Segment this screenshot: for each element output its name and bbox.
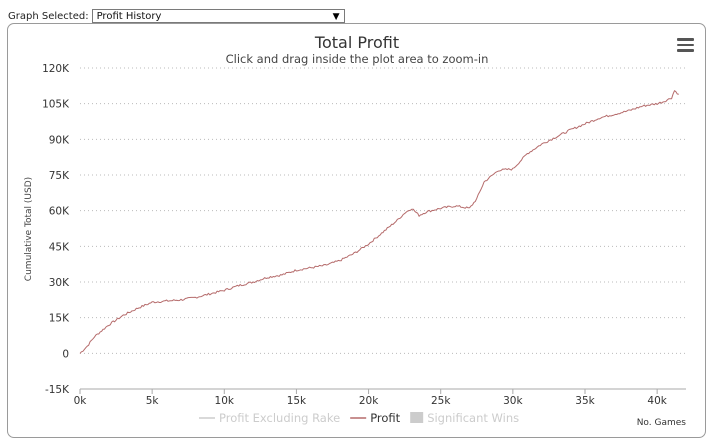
y-tick-label: 0 xyxy=(62,348,69,360)
legend-label: Significant Wins xyxy=(427,411,519,425)
chevron-down-icon: ▼ xyxy=(332,12,340,22)
hamburger-menu-icon[interactable] xyxy=(677,38,694,52)
series-group xyxy=(79,90,679,354)
graph-select-dropdown[interactable]: Profit History ▼ xyxy=(91,9,345,23)
menu-line xyxy=(677,43,694,46)
y-axis-label: Cumulative Total (USD) xyxy=(24,177,34,281)
graph-select-value: Profit History xyxy=(96,11,162,22)
legend-item[interactable]: Profit Excluding Rake xyxy=(199,411,340,425)
y-axis-ticks: -15K 0 15K 30K 45K 60K 75K 90K 105K 120K xyxy=(42,63,70,396)
y-tick-label: 105K xyxy=(42,99,70,111)
chart-panel xyxy=(7,23,706,438)
y-tick-label: 75K xyxy=(49,170,70,182)
x-tick-label: 40k xyxy=(647,395,667,407)
legend-item[interactable]: Significant Wins xyxy=(410,411,519,425)
x-tick-label: 10k xyxy=(215,395,235,407)
chart-subtitle: Click and drag inside the plot area to z… xyxy=(226,52,489,66)
grid-lines xyxy=(80,67,686,354)
y-tick-label: 90K xyxy=(49,134,70,146)
legend-label: Profit xyxy=(370,411,400,425)
y-tick-label: 60K xyxy=(49,206,70,218)
y-tick-label: 120K xyxy=(42,63,70,75)
y-tick-label: -15K xyxy=(45,384,70,396)
graph-selector-bar: Graph Selected: Profit History ▼ xyxy=(8,8,345,24)
series-line-profit xyxy=(79,90,679,354)
legend-label: Profit Excluding Rake xyxy=(219,411,340,425)
y-tick-label: 15K xyxy=(49,313,70,325)
legend-symbol xyxy=(410,412,424,423)
x-axis: 0k 5k 10k 15k 20k 25k 30k 35k 40k xyxy=(74,388,686,407)
y-tick-label: 45K xyxy=(49,241,70,253)
legend: Profit Excluding Rake Profit Significant W… xyxy=(199,411,519,425)
chart-title: Total Profit xyxy=(314,33,399,52)
x-tick-label: 25k xyxy=(431,395,451,407)
menu-line xyxy=(677,49,694,52)
y-tick-label: 30K xyxy=(49,277,70,289)
x-tick-label: 30k xyxy=(503,395,523,407)
x-tick-label: 20k xyxy=(359,395,379,407)
graph-selected-label: Graph Selected: xyxy=(8,10,89,22)
menu-line xyxy=(677,38,694,41)
x-axis-label: No. Games xyxy=(637,418,687,428)
x-tick-label: 15k xyxy=(287,395,307,407)
x-tick-label: 5k xyxy=(146,395,160,407)
x-tick-label: 35k xyxy=(575,395,595,407)
legend-item[interactable]: Profit xyxy=(350,411,401,425)
x-tick-label: 0k xyxy=(74,395,88,407)
